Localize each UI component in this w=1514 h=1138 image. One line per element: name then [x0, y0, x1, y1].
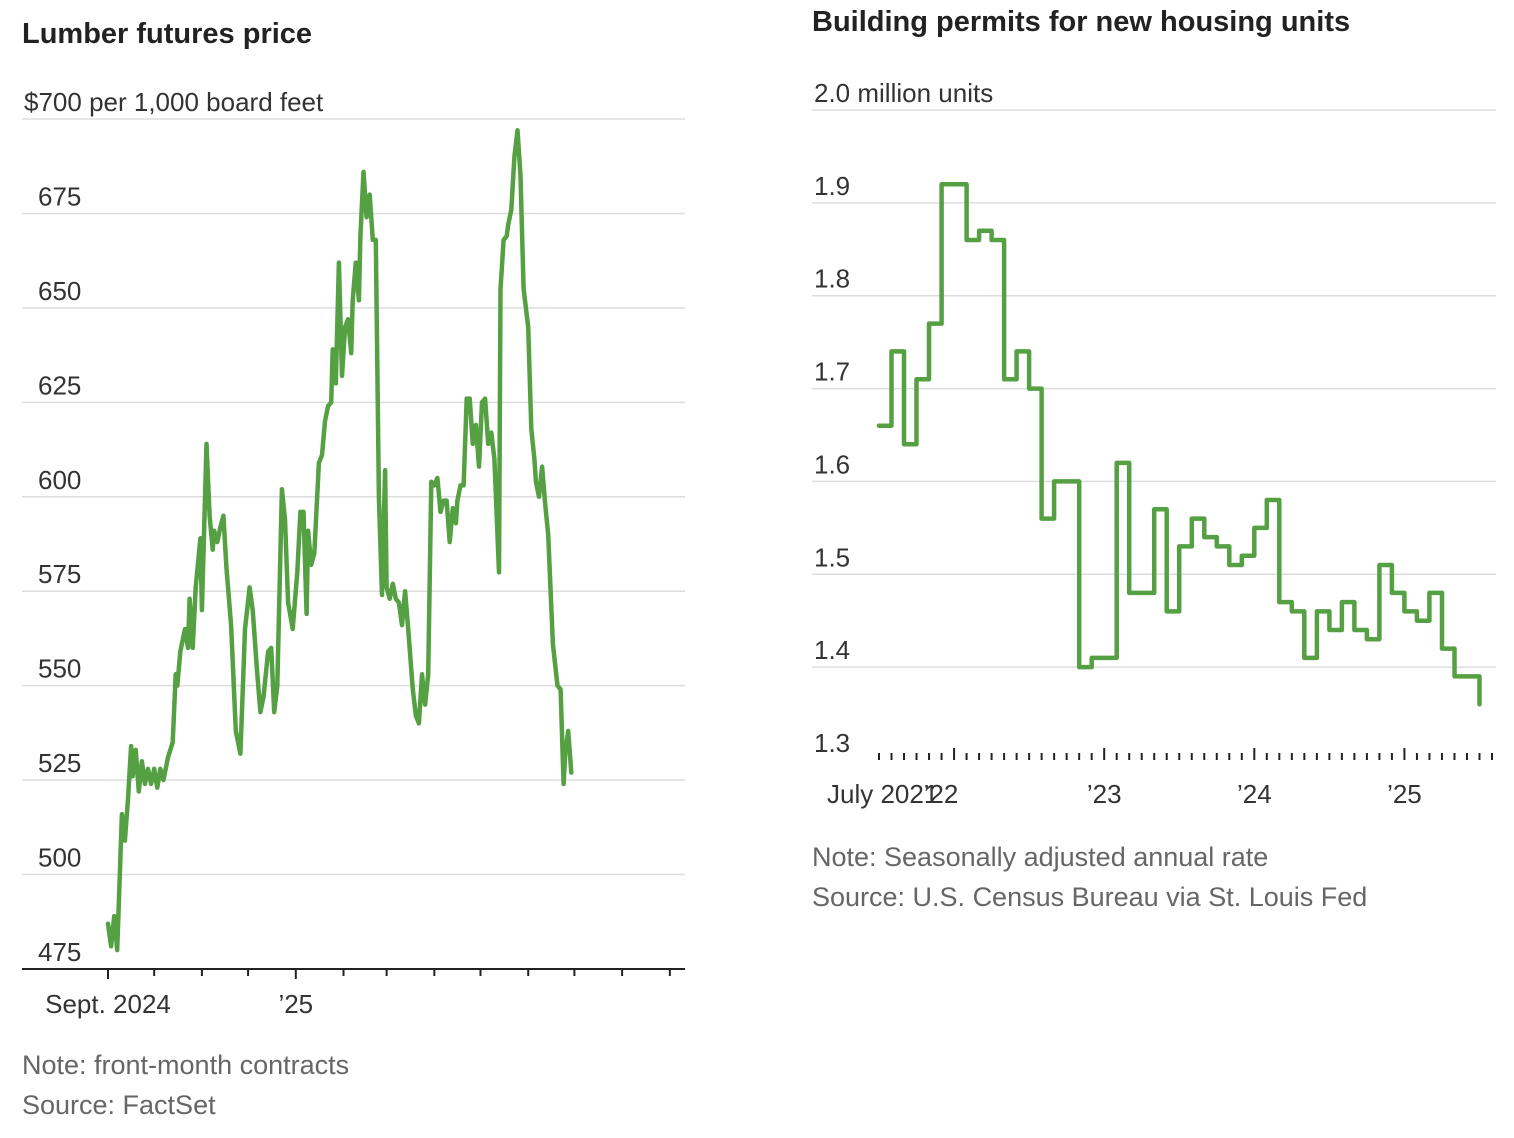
right-source: Source: U.S. Census Bureau via St. Louis…	[812, 882, 1368, 912]
y-axis-unit-label: 2.0 million units	[814, 78, 993, 108]
y-tick-label: 525	[38, 748, 81, 778]
y-tick-label: 475	[38, 937, 81, 967]
y-tick-label: 1.6	[814, 449, 850, 479]
y-tick-label: 625	[38, 370, 81, 400]
x-tick-label: ’23	[1087, 779, 1122, 809]
x-tick-label: July 2021	[827, 779, 938, 809]
y-tick-label: 650	[38, 276, 81, 306]
y-tick-label: 1.4	[814, 635, 850, 665]
right-chart-title: Building permits for new housing units	[812, 6, 1351, 38]
y-tick-label: 500	[38, 843, 81, 873]
y-tick-label: 1.7	[814, 357, 850, 387]
y-tick-label: 550	[38, 654, 81, 684]
x-tick-label: Sept. 2024	[45, 989, 171, 1019]
x-tick-label: ’25	[278, 989, 313, 1019]
y-tick-label: 1.3	[814, 728, 850, 758]
building-permits-line	[876, 182, 1482, 707]
y-tick-label: 675	[38, 181, 81, 211]
y-tick-label: 1.9	[814, 171, 850, 201]
left-chart-title: Lumber futures price	[22, 18, 313, 50]
left-note: Note: front-month contracts	[22, 1050, 350, 1080]
permits-chart: 2.0 million units 1.9 1.8 1.7 1.6 1.5 1.4 1.3 Ju…	[812, 78, 1496, 809]
y-tick-label: 1.8	[814, 264, 850, 294]
x-tick-label: ’24	[1237, 779, 1272, 809]
y-tick-label: 575	[38, 559, 81, 589]
y-tick-label: 600	[38, 465, 81, 495]
x-tick-label: ’22	[924, 779, 959, 809]
lumber-chart: $700 per 1,000 board feet 675 650 625 600 575…	[22, 87, 685, 1019]
lumber-price-line	[105, 128, 574, 953]
x-tick-label: ’25	[1387, 779, 1422, 809]
y-axis-unit-label: $700 per 1,000 board feet	[24, 87, 324, 117]
left-source: Source: FactSet	[22, 1090, 216, 1120]
y-tick-label: 1.5	[814, 542, 850, 572]
right-note: Note: Seasonally adjusted annual rate	[812, 842, 1269, 872]
